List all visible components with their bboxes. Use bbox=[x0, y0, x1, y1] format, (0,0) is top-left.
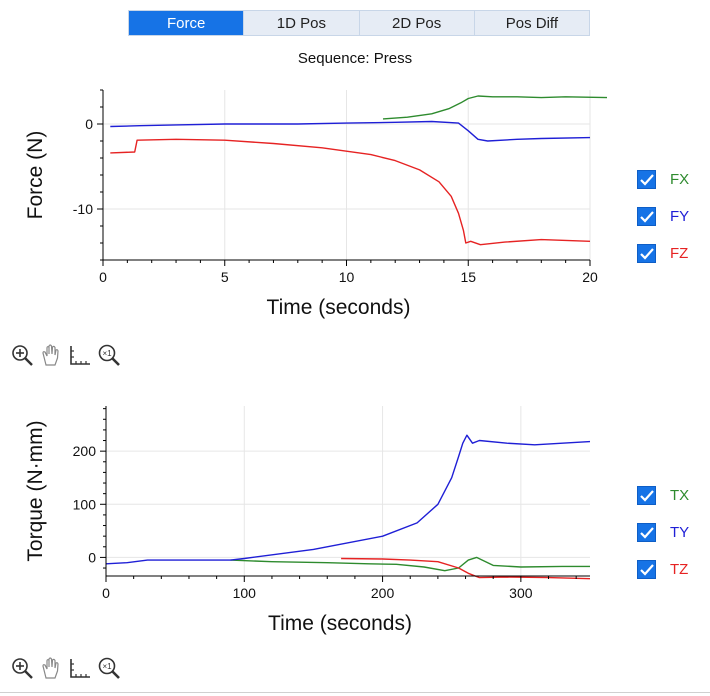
fx-checkbox[interactable] bbox=[637, 170, 656, 189]
legend-item-fx[interactable]: FX bbox=[637, 161, 689, 198]
force-chart: 0 5 10 15 20 0 -10 Time (seconds) Force (N) bbox=[24, 89, 608, 319]
bottom-divider bbox=[0, 692, 710, 693]
force-ytick-label-1: -10 bbox=[73, 201, 93, 217]
ruler-icon[interactable] bbox=[67, 655, 93, 681]
checkmark-icon bbox=[639, 173, 654, 186]
force-series-fy bbox=[110, 120, 591, 142]
legend-item-tz[interactable]: TZ bbox=[637, 551, 689, 588]
tz-label: TZ bbox=[670, 561, 689, 578]
checkmark-icon bbox=[639, 489, 654, 502]
torque-ylabel: Torque (N·mm) bbox=[24, 420, 47, 561]
tx-label: TX bbox=[670, 487, 690, 504]
torque-xlabel: Time (seconds) bbox=[268, 612, 412, 635]
legend-item-fy[interactable]: FY bbox=[637, 198, 689, 235]
force-xtick-label-2: 10 bbox=[339, 269, 355, 285]
tab-force[interactable]: Force bbox=[129, 11, 245, 35]
torque-xtick-label-2: 200 bbox=[371, 585, 395, 601]
zoom-in-icon[interactable] bbox=[9, 342, 35, 368]
force-ytick-label-0: 0 bbox=[85, 116, 93, 132]
fy-checkbox[interactable] bbox=[637, 207, 656, 226]
ty-checkbox[interactable] bbox=[637, 523, 656, 542]
force-chart-toolbar: ×1 bbox=[9, 342, 122, 368]
force-xtick-label-4: 20 bbox=[582, 269, 598, 285]
zoom-in-icon[interactable] bbox=[9, 655, 35, 681]
ty-label: TY bbox=[670, 524, 690, 541]
force-series-fx bbox=[382, 95, 608, 120]
torque-series-tx bbox=[230, 556, 590, 572]
torque-ytick-label-2: 200 bbox=[73, 443, 97, 459]
checkmark-icon bbox=[639, 563, 654, 576]
torque-xtick-label-0: 0 bbox=[102, 585, 110, 601]
svg-text:×1: ×1 bbox=[102, 662, 112, 671]
torque-ytick-label-0: 0 bbox=[88, 549, 96, 565]
fz-label: FZ bbox=[670, 245, 689, 262]
force-legend: FX FY FZ bbox=[637, 161, 689, 272]
torque-xtick-label-3: 300 bbox=[509, 585, 533, 601]
torque-chart: 0 100 200 300 0 100 200 Time (seconds) Torque (N… bbox=[24, 406, 591, 635]
pan-hand-icon[interactable] bbox=[38, 342, 64, 368]
fx-label: FX bbox=[670, 171, 690, 188]
torque-xtick-label-1: 100 bbox=[233, 585, 257, 601]
tz-checkbox[interactable] bbox=[637, 560, 656, 579]
ruler-icon[interactable] bbox=[67, 342, 93, 368]
tab-pos-diff[interactable]: Pos Diff bbox=[474, 11, 589, 35]
legend-item-ty[interactable]: TY bbox=[637, 514, 689, 551]
force-ylabel: Force (N) bbox=[24, 131, 47, 220]
torque-chart-toolbar: ×1 bbox=[9, 655, 122, 681]
torque-ytick-label-1: 100 bbox=[73, 496, 97, 512]
zoom-reset-icon[interactable]: ×1 bbox=[96, 342, 122, 368]
tab-2d-pos[interactable]: 2D Pos bbox=[359, 11, 475, 35]
checkmark-icon bbox=[639, 247, 654, 260]
checkmark-icon bbox=[639, 526, 654, 539]
torque-series-ty bbox=[105, 434, 591, 565]
legend-item-tx[interactable]: TX bbox=[637, 477, 689, 514]
force-xtick-label-1: 5 bbox=[221, 269, 229, 285]
tab-1d-pos[interactable]: 1D Pos bbox=[244, 11, 360, 35]
checkmark-icon bbox=[639, 210, 654, 223]
sequence-label: Sequence: Press bbox=[297, 50, 413, 67]
force-xtick-label-0: 0 bbox=[99, 269, 107, 285]
torque-series-tz bbox=[341, 557, 591, 580]
force-xtick-label-3: 15 bbox=[460, 269, 476, 285]
force-series-fz bbox=[110, 138, 591, 246]
pan-hand-icon[interactable] bbox=[38, 655, 64, 681]
tx-checkbox[interactable] bbox=[637, 486, 656, 505]
legend-item-fz[interactable]: FZ bbox=[637, 235, 689, 272]
zoom-reset-icon[interactable]: ×1 bbox=[96, 655, 122, 681]
svg-text:×1: ×1 bbox=[102, 349, 112, 358]
fy-label: FY bbox=[670, 208, 690, 225]
torque-legend: TX TY TZ bbox=[637, 477, 689, 588]
force-xlabel: Time (seconds) bbox=[267, 296, 411, 319]
fz-checkbox[interactable] bbox=[637, 244, 656, 263]
view-tabs: Force 1D Pos 2D Pos Pos Diff bbox=[128, 10, 590, 36]
